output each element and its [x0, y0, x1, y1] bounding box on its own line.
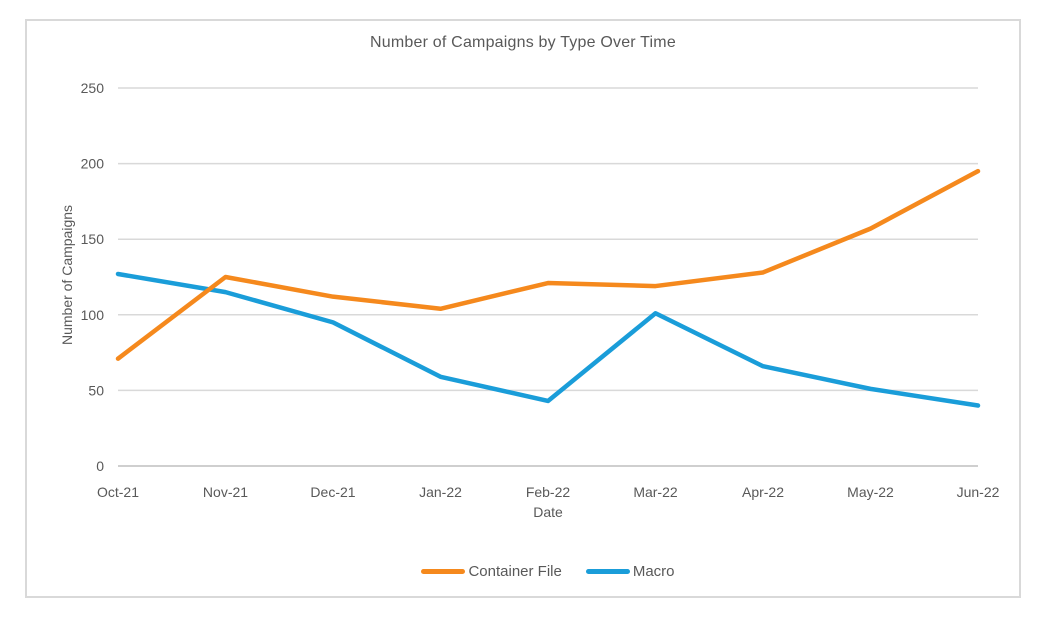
- x-tick-label: Oct-21: [97, 484, 139, 500]
- y-tick-label: 150: [81, 231, 105, 247]
- x-tick-label: Mar-22: [633, 484, 678, 500]
- legend: Container File Macro: [118, 563, 978, 580]
- x-tick-label: Jan-22: [419, 484, 462, 500]
- x-tick-label: Jun-22: [957, 484, 1000, 500]
- y-tick-label: 50: [88, 382, 104, 398]
- legend-label-macro: Macro: [632, 563, 675, 580]
- y-tick-label: 200: [81, 156, 105, 172]
- chart-title: Number of Campaigns by Type Over Time: [370, 34, 676, 51]
- legend-swatch-container-file: [421, 569, 466, 574]
- x-tick-label: Dec-21: [310, 484, 355, 500]
- legend-item-macro: Macro: [585, 563, 675, 580]
- y-tick-label: 250: [81, 80, 105, 96]
- y-tick-label: 0: [96, 458, 104, 474]
- y-axis-title-text: Number of Campaigns: [59, 204, 75, 346]
- x-axis-title: Date: [533, 504, 563, 520]
- x-tick-label: Feb-22: [526, 484, 571, 500]
- legend-swatch-macro: [585, 569, 630, 574]
- series-line-macro: [115, 271, 981, 408]
- x-tick-label: May-22: [847, 484, 894, 500]
- legend-label-container-file: Container File: [468, 563, 562, 580]
- legend-item-container-file: Container File: [421, 563, 562, 580]
- series-line-container-file: [115, 168, 981, 361]
- y-tick-label: 100: [81, 307, 105, 323]
- x-tick-label: Nov-21: [203, 484, 248, 500]
- chart-container: [25, 19, 1021, 598]
- x-tick-label: Apr-22: [742, 484, 784, 500]
